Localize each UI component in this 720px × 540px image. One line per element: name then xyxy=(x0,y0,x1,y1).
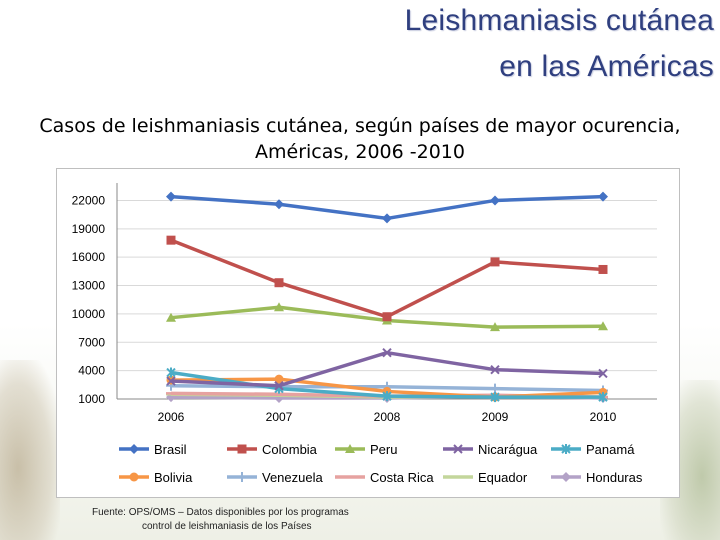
data-point-colombia xyxy=(490,257,500,267)
legend-label-honduras: Honduras xyxy=(586,470,643,485)
legend-label-bolivia: Bolivia xyxy=(154,470,193,485)
chart-container: 1000 4000 7000 10000 13000 16000 19000 22000 200… xyxy=(56,168,680,498)
chart-subtitle-line2: Américas, 2006 -2010 xyxy=(255,141,465,163)
legend-marker-nicaragua xyxy=(453,444,463,454)
legend-marker-panama xyxy=(561,444,571,454)
data-point-brasil xyxy=(382,213,392,224)
legend-marker-peru xyxy=(345,444,355,453)
data-point-nicaragua xyxy=(382,347,392,358)
y-tick-label: 1000 xyxy=(78,392,105,406)
data-point-colombia xyxy=(598,264,608,274)
series-line-colombia xyxy=(170,238,604,319)
data-point-colombia xyxy=(166,235,176,245)
data-point-peru xyxy=(490,322,500,332)
y-tick-label: 22000 xyxy=(72,193,106,207)
data-point-brasil xyxy=(166,191,176,202)
data-point-honduras xyxy=(166,392,176,403)
legend-label-peru: Peru xyxy=(370,442,397,457)
legend-marker-honduras xyxy=(561,472,571,482)
legend-label-nicaragua: Nicarágua xyxy=(478,442,538,457)
data-point-brasil xyxy=(274,199,284,210)
chart-subtitle-line1: Casos de leishmaniasis cutánea, según pa… xyxy=(39,115,681,137)
data-point-panama xyxy=(382,391,392,402)
data-point-nicaragua xyxy=(490,364,500,375)
x-tick-label: 2008 xyxy=(374,410,401,424)
x-tick-label: 2009 xyxy=(482,410,509,424)
data-point-panama xyxy=(166,367,176,378)
source-note-line1: Fuente: OPS/OMS – Datos disponibles por … xyxy=(92,507,349,518)
legend-label-panama: Panamá xyxy=(586,442,635,457)
x-tick-label: 2010 xyxy=(590,410,617,424)
data-point-nicaragua xyxy=(166,376,176,386)
data-point-brasil xyxy=(598,191,608,202)
y-tick-label: 7000 xyxy=(78,335,105,349)
data-point-panama xyxy=(598,392,608,403)
data-point-colombia xyxy=(382,312,392,322)
page-title-line2: en las Américas xyxy=(499,50,714,83)
legend-label-equador: Equador xyxy=(478,470,528,485)
data-point-colombia xyxy=(274,278,284,288)
data-point-peru xyxy=(274,302,284,312)
data-point-bolivia xyxy=(274,374,284,384)
source-note-line2: control de leishmaniasis de los Países xyxy=(142,521,312,532)
x-tick-label: 2007 xyxy=(266,410,293,424)
line-chart: 1000 4000 7000 10000 13000 16000 19000 22000 200… xyxy=(72,183,657,485)
y-tick-label: 10000 xyxy=(72,307,106,321)
y-tick-label: 19000 xyxy=(72,222,106,236)
legend-marker-colombia xyxy=(237,444,247,454)
page-title-line1: Leishmaniasis cutánea xyxy=(404,4,714,37)
legend-label-venezuela: Venezuela xyxy=(262,470,323,485)
x-tick-label: 2006 xyxy=(158,410,185,424)
y-tick-label: 4000 xyxy=(78,364,105,378)
data-point-nicaragua xyxy=(598,368,608,379)
background-photo-left xyxy=(0,360,60,540)
data-point-panama xyxy=(490,392,500,403)
data-point-venezuela xyxy=(490,383,500,394)
legend-marker-brasil xyxy=(129,444,139,454)
data-point-nicaragua xyxy=(274,381,284,391)
data-point-brasil xyxy=(490,195,500,206)
data-point-peru xyxy=(598,321,608,331)
legend-label-brasil: Brasil xyxy=(154,442,187,457)
y-tick-label: 16000 xyxy=(72,250,106,264)
y-tick-label: 13000 xyxy=(72,279,106,293)
legend-label-costa-rica: Costa Rica xyxy=(370,470,434,485)
legend-marker-bolivia xyxy=(129,472,139,482)
legend-label-colombia: Colombia xyxy=(262,442,318,457)
data-point-peru xyxy=(166,312,176,322)
legend-marker-venezuela xyxy=(237,472,247,482)
